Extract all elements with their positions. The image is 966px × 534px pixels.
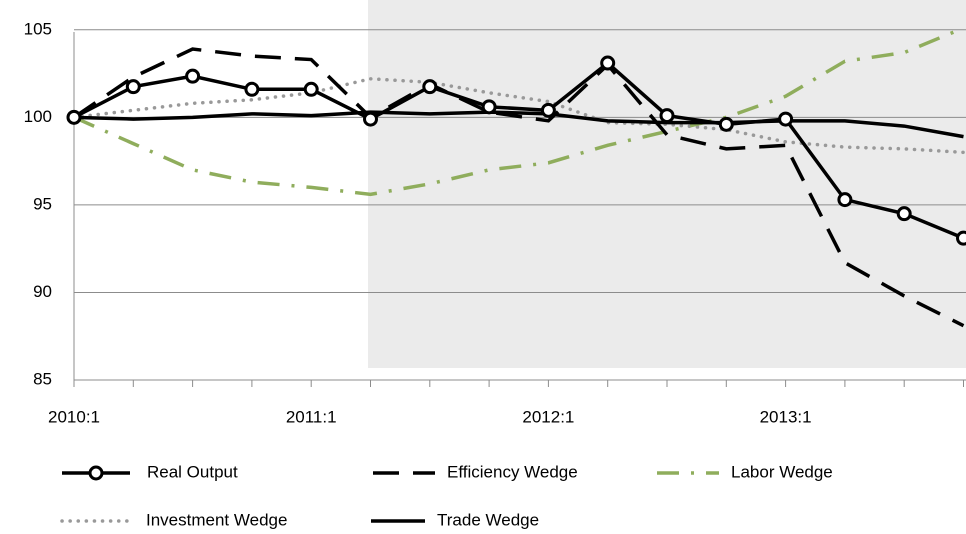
y-tick-label: 95 [33,194,52,213]
point [718,116,734,132]
legend-label: Labor Wedge [731,462,833,481]
y-tick-label: 100 [24,107,52,126]
y-tick-label: 90 [33,282,52,301]
point [185,68,201,84]
series-line [73,110,964,139]
point [896,206,912,222]
point [481,99,497,115]
legend-label: Trade Wedge [437,510,539,529]
y-tick-label: 85 [33,369,52,388]
series-line [73,47,965,328]
point [956,230,966,246]
point [778,111,794,127]
series-line [73,60,965,240]
y-tick-label: 105 [24,19,52,38]
legend-label: Real Output [147,462,238,481]
point [837,192,853,208]
point [66,109,82,125]
legend-label: Efficiency Wedge [447,462,578,481]
x-tick-label: 2012:1 [522,407,574,426]
point [303,81,319,97]
legend-label: Investment Wedge [146,510,287,529]
series-line [73,26,965,197]
point [363,111,378,127]
x-tick-label: 2013:1 [760,407,812,426]
point [659,108,675,124]
point [244,81,260,97]
point [600,55,616,71]
x-tick-label: 2010:1 [48,407,100,426]
point [422,79,438,95]
x-tick-label: 2011:1 [286,407,337,426]
legend-marker [88,465,104,481]
point [125,79,141,95]
point [540,102,556,118]
shaded-period [368,0,966,368]
